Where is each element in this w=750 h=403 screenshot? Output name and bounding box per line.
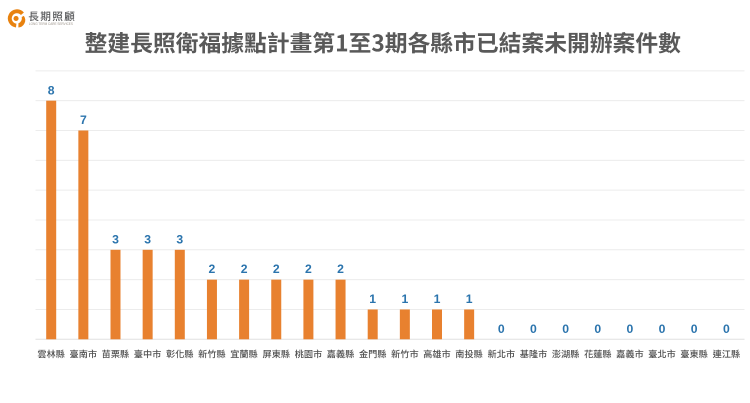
svg-text:2: 2 [209,262,216,276]
svg-text:1: 1 [369,292,376,306]
svg-text:2: 2 [273,262,280,276]
svg-text:0: 0 [659,322,666,336]
svg-text:0: 0 [723,322,730,336]
svg-text:3: 3 [144,232,151,246]
svg-text:2: 2 [305,262,312,276]
svg-text:7: 7 [80,113,87,127]
svg-text:3: 3 [112,232,119,246]
svg-text:0: 0 [530,322,537,336]
svg-text:0: 0 [498,322,505,336]
svg-text:0: 0 [627,322,634,336]
svg-text:0: 0 [594,322,601,336]
svg-text:0: 0 [691,322,698,336]
svg-text:8: 8 [48,83,55,97]
svg-text:2: 2 [337,262,344,276]
svg-text:1: 1 [434,292,441,306]
svg-text:1: 1 [466,292,473,306]
svg-text:0: 0 [562,322,569,336]
svg-text:LONG TERM CARE SERVICES: LONG TERM CARE SERVICES [29,22,73,26]
svg-text:3: 3 [176,232,183,246]
svg-text:1: 1 [401,292,408,306]
svg-text:2: 2 [241,262,248,276]
